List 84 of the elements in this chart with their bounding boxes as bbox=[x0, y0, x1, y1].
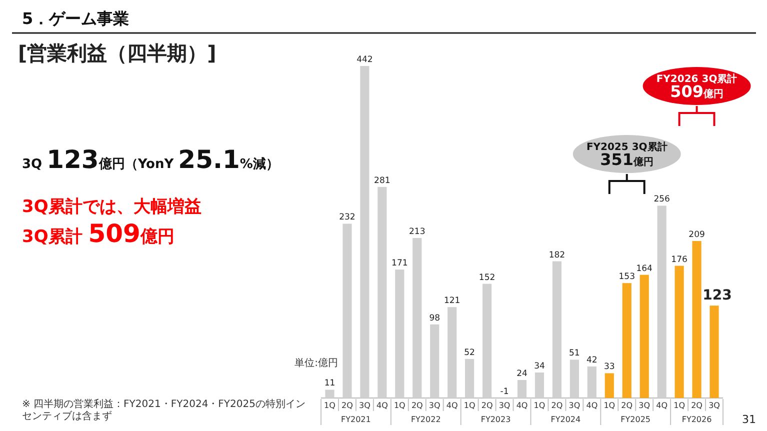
x-tick-label: 2Q bbox=[411, 401, 423, 410]
bar bbox=[657, 206, 666, 398]
text: FY2024 bbox=[550, 415, 581, 424]
data-label: 51 bbox=[569, 348, 580, 359]
text: FY2026 bbox=[682, 415, 712, 424]
text: FY2021 bbox=[341, 415, 371, 424]
data-label: 256 bbox=[654, 194, 670, 205]
x-tick-label: 2Q bbox=[481, 401, 493, 410]
data-label: 52 bbox=[464, 348, 475, 358]
text: 5．ゲーム事業 bbox=[22, 9, 130, 28]
text: FY2025 bbox=[620, 415, 651, 424]
annotation: 単位:億円 bbox=[294, 357, 338, 369]
bar bbox=[430, 324, 440, 398]
bar bbox=[692, 241, 702, 398]
bar bbox=[710, 306, 719, 398]
text: 3Q 123億円（YonY 25.1%減） bbox=[22, 145, 279, 174]
data-label: 171 bbox=[392, 258, 408, 269]
data-label: 176 bbox=[671, 254, 688, 265]
x-tick-label: 1Q bbox=[534, 401, 546, 410]
bar bbox=[640, 274, 649, 398]
data-label: 11 bbox=[324, 378, 336, 389]
bar bbox=[534, 372, 544, 398]
x-tick-label: 1Q bbox=[324, 401, 336, 410]
data-label: 209 bbox=[688, 230, 705, 240]
text: 3Q累計 509億円 bbox=[22, 219, 174, 248]
data-label: 34 bbox=[534, 361, 545, 372]
x-tick-label: 4Q bbox=[516, 401, 528, 410]
bar bbox=[622, 283, 632, 398]
data-label: -1 bbox=[500, 387, 509, 397]
x-tick-label: 3Q bbox=[428, 401, 440, 410]
bar bbox=[360, 66, 370, 398]
data-label: 232 bbox=[339, 212, 356, 223]
text: ※ 四半期の営業利益：FY2021・FY2024・FY2025の特別インセンティブは含まず bbox=[22, 399, 306, 423]
x-tick-label: 2Q bbox=[551, 401, 563, 410]
data-label: 33 bbox=[604, 362, 615, 372]
text: 31 bbox=[742, 413, 756, 426]
x-tick-label: 4Q bbox=[376, 401, 388, 410]
annotation: FY2025 3Q累計 351億円 bbox=[586, 141, 668, 169]
data-label: 213 bbox=[409, 227, 426, 238]
x-tick-label: 3Q bbox=[638, 401, 650, 410]
bar bbox=[674, 266, 684, 398]
x-tick-label: 1Q bbox=[674, 401, 685, 410]
x-tick-label: 2Q bbox=[342, 401, 353, 410]
x-tick-label: 4Q bbox=[446, 401, 458, 410]
x-tick-label: 4Q bbox=[586, 401, 598, 410]
x-tick-label: 3Q bbox=[498, 401, 510, 410]
bar bbox=[378, 186, 387, 398]
x-tick-label: 1Q bbox=[464, 401, 476, 410]
bar bbox=[395, 270, 404, 398]
data-label: 123 bbox=[702, 288, 732, 304]
text: 3Q累計では、大幅増益 bbox=[22, 196, 202, 217]
bar bbox=[412, 238, 422, 398]
bar bbox=[325, 390, 334, 398]
bar bbox=[604, 373, 614, 398]
annotation: FY2026 3Q累計 509億円 bbox=[656, 73, 738, 101]
bar bbox=[517, 380, 527, 398]
bar bbox=[342, 224, 352, 398]
data-label: 152 bbox=[478, 272, 496, 283]
text: FY2023 bbox=[480, 415, 511, 424]
data-label: 182 bbox=[548, 250, 566, 260]
x-tick-label: 3Q bbox=[359, 401, 370, 410]
text: FY2022 bbox=[410, 415, 441, 424]
data-label: 24 bbox=[516, 368, 528, 379]
text: [営業利益（四半期）] bbox=[18, 41, 216, 65]
bar bbox=[448, 307, 457, 398]
bar bbox=[570, 360, 579, 398]
data-label: 281 bbox=[374, 176, 390, 186]
data-label: 442 bbox=[356, 55, 373, 65]
x-tick-label: 3Q bbox=[568, 401, 580, 410]
data-label: 153 bbox=[618, 272, 635, 282]
data-label: 42 bbox=[586, 355, 598, 366]
x-tick-label: 1Q bbox=[604, 401, 616, 410]
x-tick-label: 2Q bbox=[691, 401, 702, 410]
data-label: 98 bbox=[429, 313, 440, 324]
bar bbox=[587, 366, 596, 398]
bar bbox=[482, 284, 492, 398]
data-label: 121 bbox=[444, 296, 460, 306]
x-tick-label: 2Q bbox=[621, 401, 633, 410]
x-tick-label: 3Q bbox=[708, 401, 720, 410]
bar bbox=[552, 261, 562, 398]
x-tick-label: 1Q bbox=[394, 401, 406, 410]
x-tick-label: 4Q bbox=[656, 401, 668, 410]
bar bbox=[465, 358, 474, 398]
data-label: 164 bbox=[636, 264, 652, 274]
